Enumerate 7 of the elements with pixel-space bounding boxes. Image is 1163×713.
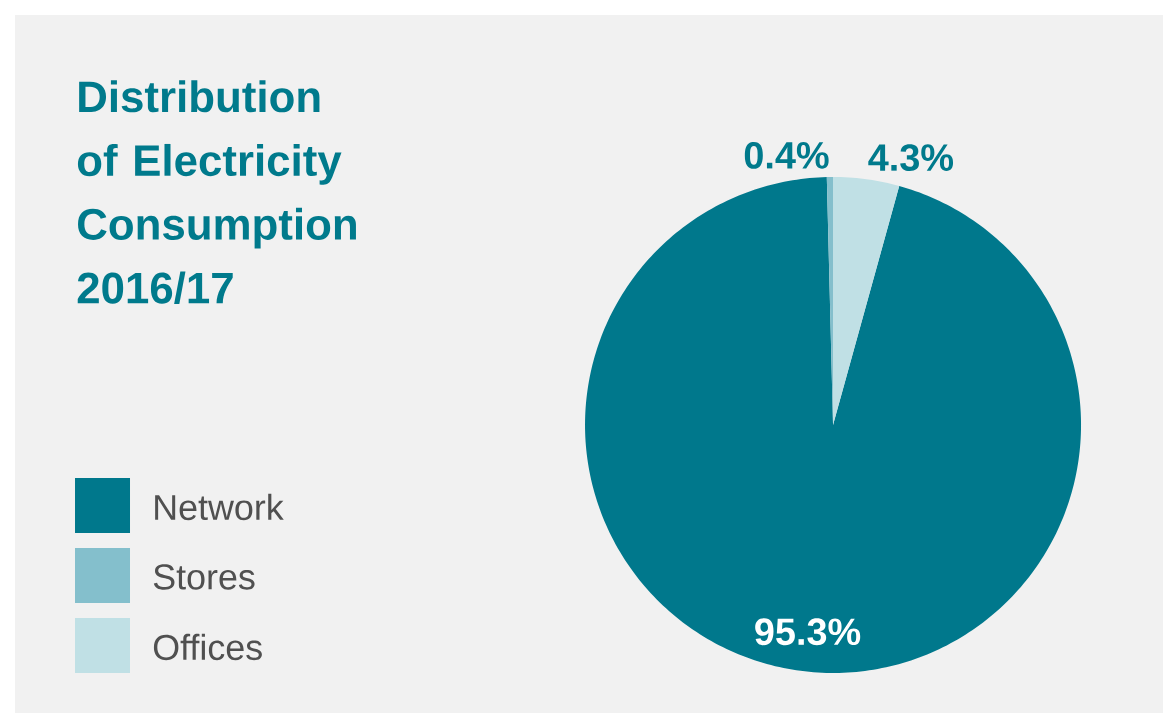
- legend-label: Stores: [153, 564, 255, 590]
- legend-label: Network: [155, 493, 284, 521]
- data-label: 95.3%: [755, 618, 861, 646]
- data-label: 4.3%: [868, 144, 954, 172]
- legend-label: Offices: [153, 633, 262, 661]
- data-label: 0.4%: [744, 141, 829, 169]
- text: Distribution of Electricity Consumption 2016/17: [77, 80, 356, 305]
